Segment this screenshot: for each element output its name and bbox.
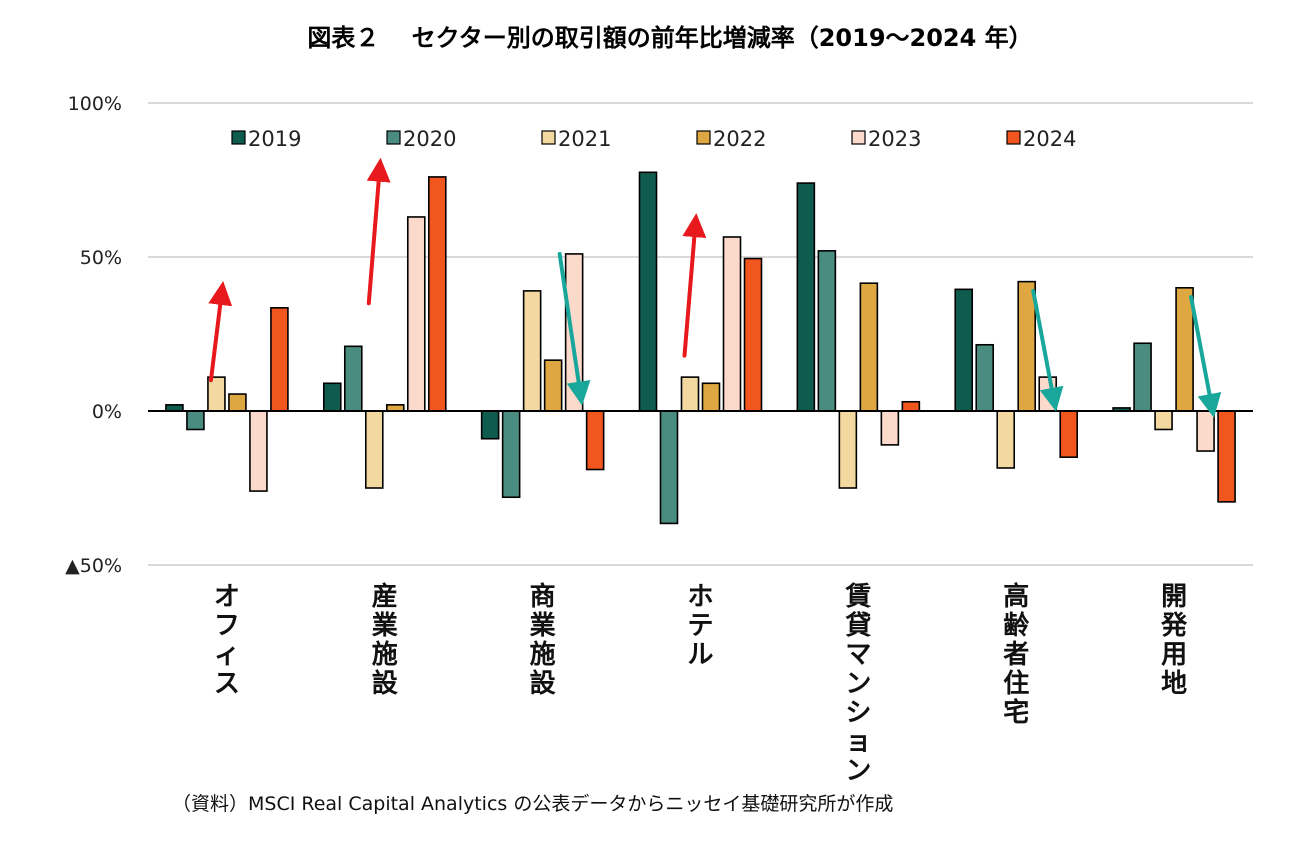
category-label-char: 齢: [1003, 610, 1030, 641]
category-label-char: 高: [1003, 581, 1029, 612]
legend-label-2020: 2020: [403, 127, 456, 151]
bar-2019-1: [322, 382, 342, 412]
legend-swatch-2021: [541, 130, 556, 145]
category-label-char: 発: [1160, 611, 1188, 641]
bar-2022-6: [1175, 286, 1194, 412]
category-label-char: ン: [845, 669, 871, 699]
legend-swatch-2023: [851, 130, 866, 145]
annotation-arrow-up: [682, 213, 707, 358]
bar-2021-5: [996, 410, 1016, 469]
bar-2021-1: [364, 410, 384, 489]
category-label-char: 産: [372, 581, 398, 612]
annotation-arrow-down: [1031, 288, 1064, 412]
category-label-char: ン: [845, 756, 871, 786]
category-label-char: 賃: [844, 582, 871, 612]
y-tick-label: 100%: [68, 93, 122, 115]
legend-swatch-2019: [231, 130, 246, 145]
bar-2022-5: [1017, 280, 1037, 412]
category-label-char: 商: [530, 581, 556, 612]
bar-2021-0: [207, 376, 226, 412]
grid-layer: 100% 50% 0% ▲50%: [65, 93, 1253, 577]
bar-2021-2: [522, 290, 542, 412]
category-label-char: 貸: [844, 610, 871, 641]
bar-2023-3: [722, 236, 742, 412]
annotation-arrow-down: [557, 251, 591, 406]
category-label-char: ョ: [845, 727, 871, 757]
bar-2024-0: [270, 307, 289, 412]
category-label-char: ホ: [687, 582, 713, 612]
bar-2020-3: [659, 410, 679, 525]
legend-label-2019: 2019: [248, 127, 301, 151]
legend-label-2022: 2022: [713, 127, 766, 151]
bar-2023-6: [1196, 410, 1215, 452]
category-label-char: 開: [1161, 582, 1187, 612]
bar-2020-4: [817, 250, 837, 412]
category-label-char: テ: [687, 611, 713, 641]
bar-2022-0: [228, 393, 247, 412]
bar-2023-4: [880, 410, 900, 446]
bar-2019-4: [796, 182, 816, 412]
bar-2024-3: [743, 257, 763, 412]
legend: 2019 2020 2021 2022 2023 2024: [231, 127, 1076, 151]
category-label-char: フ: [214, 611, 240, 641]
bar-2024-6: [1217, 410, 1236, 503]
bar-2020-6: [1133, 342, 1152, 412]
bar-2022-3: [701, 382, 721, 412]
bar-2020-0: [186, 410, 205, 431]
bar-2022-2: [543, 359, 563, 412]
bar-2023-0: [249, 410, 268, 492]
y-tick-label: ▲50%: [65, 555, 122, 577]
category-label-char: マ: [845, 640, 871, 670]
legend-label-2024: 2024: [1023, 127, 1076, 151]
category-label-char: 設: [372, 668, 399, 699]
category-label-char: 住: [1003, 668, 1029, 699]
bar-2019-5: [954, 288, 974, 412]
annotation-arrow-down: [1189, 295, 1222, 418]
bar-2019-3: [638, 171, 658, 412]
category-label-char: ル: [687, 640, 713, 670]
category-label-char: 業: [372, 611, 398, 641]
category-label-char: 地: [1161, 669, 1187, 699]
category-label-char: シ: [845, 698, 871, 728]
legend-label-2021: 2021: [558, 127, 611, 151]
bar-2021-3: [680, 376, 700, 412]
bar-2024-1: [427, 176, 447, 412]
legend-swatch-2022: [696, 130, 711, 145]
category-label-char: ィ: [214, 640, 240, 670]
legend-swatch-2020: [386, 130, 401, 145]
bar-2023-1: [406, 216, 426, 412]
category-label-char: 業: [530, 611, 556, 641]
category-label-char: 用: [1161, 640, 1187, 670]
bars-layer: [148, 171, 1253, 525]
category-label-char: ス: [214, 669, 240, 699]
y-tick-label: 50%: [80, 247, 122, 269]
category-label-char: 施: [530, 639, 556, 670]
category-label-char: 施: [372, 639, 398, 670]
y-tick-label: 0%: [92, 401, 122, 423]
annotation-arrow-up: [366, 157, 391, 306]
annotation-arrow-up: [208, 280, 233, 383]
bar-2020-1: [343, 345, 363, 412]
bar-2019-2: [480, 410, 500, 440]
bar-2024-2: [585, 410, 605, 471]
legend-swatch-2024: [1006, 130, 1021, 145]
bar-2022-4: [859, 282, 879, 412]
arrows-layer: [208, 157, 1222, 418]
category-label-char: 設: [530, 668, 557, 699]
category-label-char: 宅: [1003, 697, 1029, 728]
bar-2020-5: [975, 343, 995, 412]
bar-2021-6: [1154, 410, 1173, 431]
bar-2024-4: [901, 400, 921, 412]
bar-2021-4: [838, 410, 858, 489]
bar-2024-5: [1059, 410, 1079, 459]
chart-title: 図表２ セクター別の取引額の前年比増減率（2019～2024 年）: [307, 24, 1032, 52]
source-note: （資料）MSCI Real Capital Analytics の公表データから…: [172, 793, 893, 815]
category-label-char: オ: [214, 582, 240, 612]
category-label-char: 者: [1003, 640, 1029, 670]
bar-2020-2: [501, 410, 521, 499]
legend-label-2023: 2023: [868, 127, 921, 151]
